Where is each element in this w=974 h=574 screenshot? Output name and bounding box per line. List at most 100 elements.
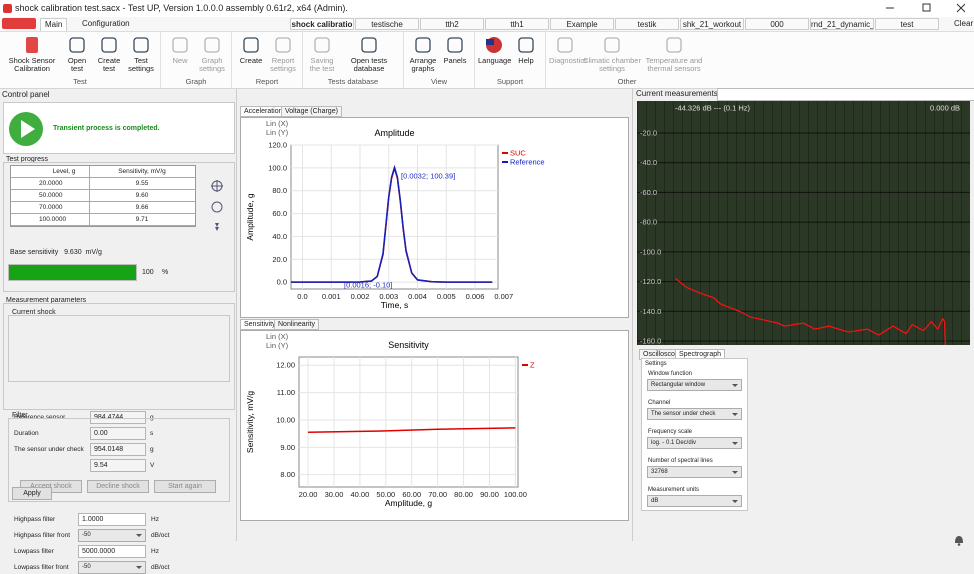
chart-tab[interactable]: Acceleration [240,106,287,117]
document-tab[interactable]: Example [550,18,614,30]
progress-track [8,264,137,281]
ribbon-group: Language Help Support [475,32,546,88]
ribbon-button[interactable]: Open test [61,32,93,88]
ribbon-button[interactable]: Create [235,32,267,88]
setting-dropdown[interactable]: log. - 0.1 Dec/div [647,437,742,449]
setting-dropdown[interactable]: 32768 [647,466,742,478]
setting-label: Window function [648,371,693,377]
y-tick-label: -140.0 [640,307,661,316]
ribbon-button[interactable]: New [164,32,196,88]
ribbon-button[interactable]: Saving the test [306,32,338,88]
field-label: Reference sensor [14,414,66,421]
panel-dropdown[interactable] [717,88,974,101]
chart-title: Sensitivity [388,340,429,350]
base-sensitivity: Base sensitivity 9.630 mV/g [10,249,102,256]
group-title: Measurement parameters [6,297,87,304]
ribbon-button[interactable]: Climatic chamber settings [581,32,643,88]
ribbon-button[interactable]: Shock Sensor Calibration [3,32,61,88]
setting-label: Measurement units [648,487,700,493]
document-tab[interactable]: tth1 [485,18,549,30]
ribbon-button[interactable]: Arrange graphs [407,32,439,88]
ribbon-button[interactable]: Test settings [125,32,157,88]
button-label: Open test [67,56,87,73]
document-tab[interactable]: testische [355,18,419,30]
ribbon-button[interactable]: Graph settings [196,32,228,88]
y-tick-label: -80.0 [640,218,657,227]
field-label: The sensor under check [14,446,84,453]
table-cell: 70.0000 [39,204,63,211]
progress-unit: % [162,269,169,276]
document-tab[interactable]: tth2 [420,18,484,30]
action-button[interactable]: Start again [154,480,216,493]
field-input[interactable]: 1.0000 [78,513,146,526]
chart-tab[interactable]: Nonlinearity [274,319,319,330]
setting-dropdown[interactable]: The sensor under check [647,408,742,420]
apply-button[interactable]: Apply [12,487,52,500]
x-tick-label: 100.00 [504,490,527,499]
series-line [291,164,493,283]
ribbon-button[interactable]: Diagnostics [549,32,588,88]
document-tab[interactable]: test [875,18,939,30]
title-bar: shock calibration test.sacx - Test UP, V… [0,0,974,17]
setting-dropdown[interactable]: dB [647,495,742,507]
ribbon-button[interactable]: Panels [439,32,471,88]
table-row: 50.0000 9.60 [11,190,195,202]
legend-label: SUC [510,149,526,158]
status-box: Transient process is completed. [3,102,235,154]
icon-shape [69,37,85,53]
table-cell: 100.0000 [39,216,67,223]
amplitude-chart: 0.0 20.0 40.0 60.0 80.0 100.0 120.0 0.0 0.001 0.0… [240,117,629,318]
ribbon-button[interactable]: Create test [93,32,125,88]
chart-tab[interactable]: Voltage (Charge) [281,106,342,117]
progress-bar [9,265,136,280]
button-icon [243,37,259,53]
field-label: Duration [14,430,39,437]
document-tab[interactable]: 000 [745,18,809,30]
ribbon-group: New Graph settings Graph [161,32,232,88]
spectrum-chart: -20.0 -40.0 -60.0 -80.0 -100.0 -120.0 -140.0 -1… [637,101,970,345]
menu-tab[interactable]: Main [40,18,68,31]
button-label: Help [518,56,534,65]
y-tick-label: -120.0 [640,277,661,286]
legend-label: Z [530,361,535,370]
scale-label: Lin (Y) [266,128,289,137]
group-title: Test progress [6,156,49,163]
ribbon-button[interactable]: Help [510,32,542,88]
menu-tab[interactable]: Configuration [82,19,130,28]
table-tools[interactable] [208,179,226,237]
x-tick-label: 20.00 [299,490,318,499]
group-box [3,303,235,410]
button-label: Report settings [270,56,296,73]
clear-button[interactable]: Clear [954,19,974,28]
button-icon [172,37,188,53]
ribbon-button[interactable]: Language [478,32,511,88]
icon-shape [204,37,220,53]
play-icon[interactable] [8,111,44,147]
ribbon-button[interactable]: Open tests database [338,32,400,88]
icon-shape [243,37,259,53]
window-controls[interactable] [880,0,974,17]
ribbon-group: Diagnostics Climatic chamber settings Temp… [546,32,708,88]
field-unit: g [150,414,154,421]
ribbon-button[interactable]: Report settings [267,32,299,88]
notification-icon[interactable] [952,534,966,546]
document-tab[interactable]: shock calibratio [290,18,354,30]
button-icon [101,37,117,53]
field-input[interactable]: 5000.0000 [78,545,146,558]
app-menu-button[interactable] [2,18,36,29]
setting-dropdown[interactable]: Rectangular window [647,379,742,391]
document-tab[interactable]: testik [615,18,679,30]
status-text: Transient process is completed. [53,125,160,132]
button-icon [133,37,149,53]
value: 9.630 [64,249,82,256]
ribbon-button[interactable]: Temperature and thermal sensors [643,32,705,88]
y-axis-label: Amplitude, g [245,193,255,241]
field-input[interactable]: -50 [78,561,146,574]
action-button[interactable]: Decline shock [87,480,149,493]
document-tab[interactable]: rnd_21_dynamic_ [810,18,874,30]
document-tab[interactable]: shk_21_workout [680,18,744,30]
sensitivity-chart: 8.00 9.00 10.00 11.00 12.00 20.00 30.00 40.00 50… [240,330,629,521]
field-input[interactable]: -50 [78,529,146,542]
button-icon [314,37,330,53]
